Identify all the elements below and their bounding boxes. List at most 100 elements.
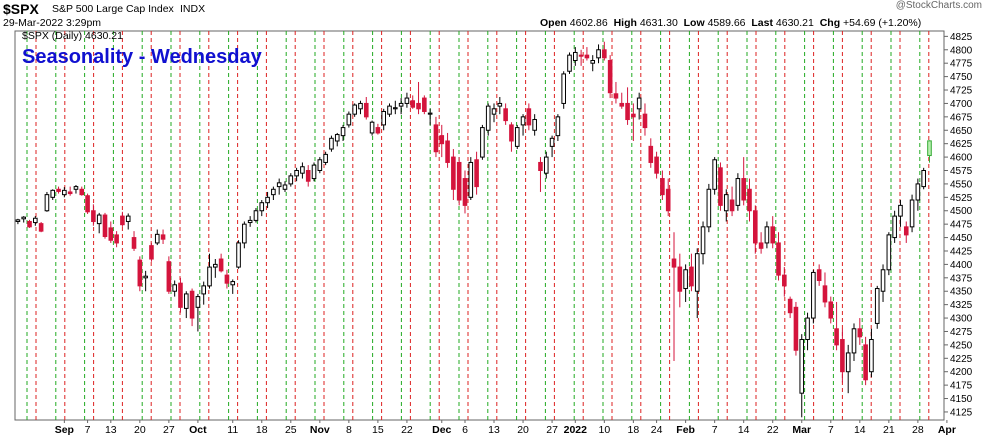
candle-body: [154, 233, 160, 244]
candle-body: [567, 54, 572, 72]
x-tick-label: 22: [767, 424, 779, 436]
candle-body: [857, 328, 863, 338]
x-tick-label: Nov: [310, 424, 330, 436]
plot-area: [14, 30, 945, 421]
candle-body: [247, 219, 253, 224]
candle-body: [300, 166, 305, 174]
candle-body: [700, 226, 706, 255]
x-tick-label: 7: [712, 424, 718, 436]
seasonality-title: Seasonality - Wednesday: [22, 46, 262, 68]
chg-label: Chg: [819, 17, 841, 29]
candle-body: [509, 124, 514, 142]
candle-body: [56, 188, 61, 192]
stockcharts-watermark: @StockCharts.com: [895, 0, 982, 11]
x-tick-label: 21: [883, 424, 895, 436]
candle-body: [723, 194, 729, 212]
candle-body: [73, 186, 79, 190]
candle-body: [694, 253, 700, 292]
candle-body: [822, 285, 828, 303]
candle-body: [462, 178, 468, 206]
candle-body: [178, 282, 183, 308]
x-tick-label: 24: [651, 424, 663, 436]
candle-body: [892, 215, 897, 239]
x-tick-label: 13: [105, 424, 117, 436]
x-tick-label: Sep: [55, 424, 74, 436]
candle-body: [27, 220, 32, 228]
candle-body: [485, 105, 491, 131]
y-tick-label: 4275: [950, 327, 973, 338]
candle-body: [224, 274, 230, 284]
y-tick-label: 4625: [950, 139, 973, 150]
ohlc-bar: Open 4602.86 High 4631.30 Low 4589.66 La…: [540, 17, 921, 29]
candle-body: [642, 113, 648, 129]
candle-body: [416, 102, 421, 110]
candle-body: [520, 116, 526, 126]
candle-body: [851, 328, 857, 354]
candle-body: [654, 156, 659, 174]
candle-body: [33, 217, 38, 224]
candle-body: [143, 275, 148, 279]
candle-body: [573, 51, 578, 62]
candle-body: [898, 204, 903, 217]
candle-body: [398, 102, 404, 107]
candle-body: [665, 188, 671, 212]
candle-body: [218, 258, 224, 272]
candle-body: [712, 159, 717, 190]
candle-body: [433, 124, 439, 153]
y-tick-label: 4525: [950, 193, 973, 204]
y-tick-label: 4150: [950, 394, 973, 405]
y-tick-label: 4650: [950, 126, 973, 137]
candle-body: [334, 134, 340, 142]
candle-body: [747, 188, 752, 212]
candle-body: [410, 100, 416, 108]
x-tick-label: 20: [517, 424, 529, 436]
exchange-label: INDX: [180, 3, 206, 15]
candle-body: [265, 196, 270, 204]
candle-body: [253, 210, 259, 221]
y-tick-label: 4675: [950, 112, 973, 123]
candle-body: [671, 258, 677, 268]
candle-body: [776, 242, 781, 276]
candle-body: [880, 269, 886, 292]
candle-body: [352, 104, 357, 115]
candle-body: [323, 153, 328, 163]
candle-body: [44, 194, 50, 212]
open-label: Open: [540, 17, 567, 29]
candle-body: [213, 263, 218, 268]
candle-body: [282, 184, 288, 190]
candle-body: [387, 105, 392, 115]
candle-body: [189, 290, 195, 319]
candle-body: [480, 127, 485, 158]
candle-body: [276, 182, 282, 188]
candle-body: [752, 210, 758, 244]
y-tick-label: 4575: [950, 166, 973, 177]
candle-body: [787, 298, 793, 314]
y-tick-label: 4325: [950, 300, 973, 311]
candle-body: [120, 215, 125, 226]
x-tick-label: 14: [854, 424, 866, 436]
candle-body: [764, 226, 770, 244]
candle-body: [62, 189, 67, 196]
candle-body: [346, 113, 352, 126]
candle-body: [445, 140, 450, 163]
series-label: $SPX (Daily) 4630.21: [22, 30, 123, 42]
candle-body: [456, 161, 462, 201]
y-tick-label: 4250: [950, 340, 973, 351]
candle-body: [166, 261, 172, 292]
candle-body: [79, 188, 85, 196]
x-tick-label: 2022: [564, 424, 588, 436]
candle-body: [782, 274, 787, 287]
x-tick-label: Mar: [792, 424, 811, 436]
candle-body: [404, 97, 410, 104]
x-tick-label: 15: [372, 424, 384, 436]
candle-body: [363, 102, 369, 118]
y-tick-label: 4500: [950, 206, 973, 217]
y-tick-label: 4600: [950, 153, 973, 164]
x-tick-label: Apr: [938, 424, 956, 436]
x-tick-label: 28: [912, 424, 924, 436]
candle-body: [474, 159, 479, 188]
y-tick-label: 4825: [950, 32, 973, 43]
candle-body: [311, 164, 317, 180]
candle-body: [195, 296, 201, 308]
